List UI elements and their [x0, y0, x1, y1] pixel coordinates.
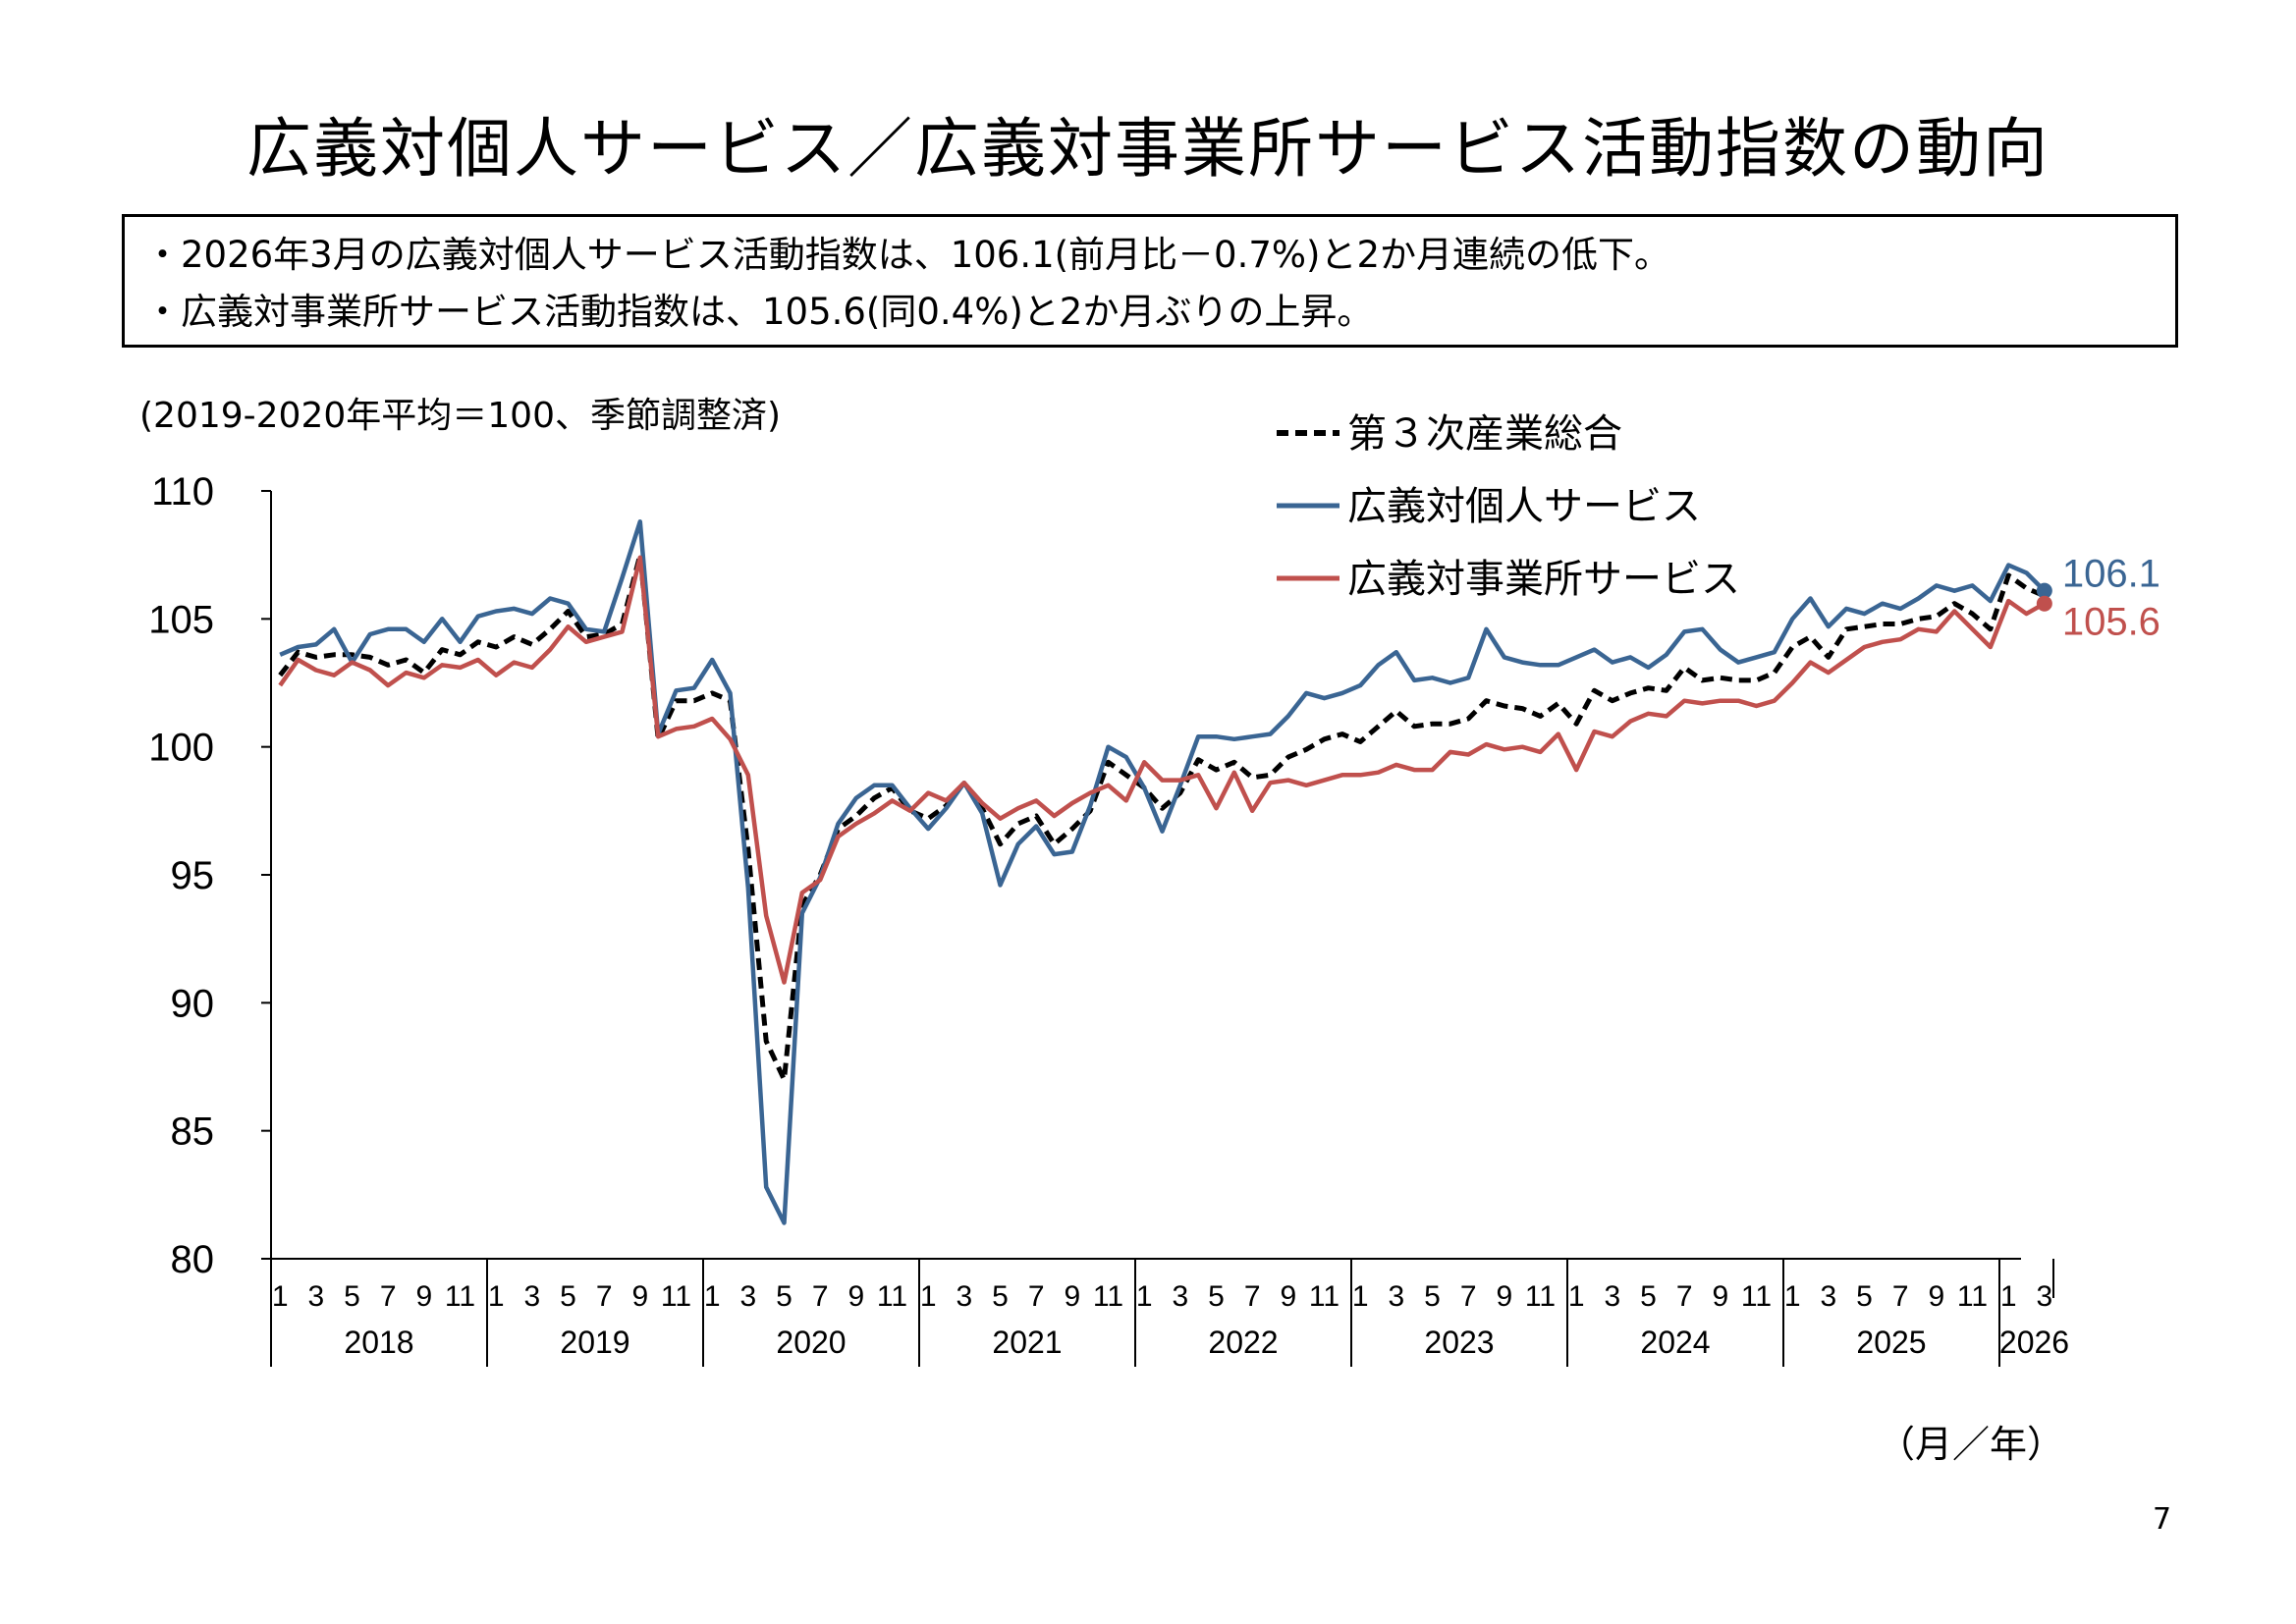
month-tick-label: 11 [877, 1280, 907, 1313]
x-axis-unit-label: （月／年） [1878, 1423, 2065, 1466]
year-label: 2024 [1640, 1325, 1710, 1360]
page-number: 7 [2153, 1502, 2172, 1537]
y-tick-label: 85 [171, 1110, 215, 1154]
month-tick-label: 9 [1928, 1280, 1944, 1313]
month-tick-label: 11 [1741, 1280, 1772, 1313]
series-line-2 [278, 555, 2046, 985]
month-tick-label: 3 [1820, 1280, 1836, 1313]
month-tick-label: 1 [1352, 1280, 1369, 1313]
year-label: 2020 [776, 1325, 846, 1360]
chart-subtitle: (2019-2020年平均＝100、季節調整済) [139, 396, 782, 436]
y-tick-label: 80 [171, 1238, 215, 1281]
month-tick-label: 9 [847, 1280, 864, 1313]
summary-box: ・2026年3月の広義対個人サービス活動指数は、106.1(前月比－0.7%)と… [122, 214, 2178, 348]
month-tick-label: 1 [2000, 1280, 2017, 1313]
year-label: 2022 [1208, 1325, 1278, 1360]
month-tick-label: 7 [1676, 1280, 1693, 1313]
month-tick-label: 9 [1280, 1280, 1296, 1313]
month-tick-label: 7 [1244, 1280, 1261, 1313]
y-tick-label: 110 [151, 470, 214, 514]
month-tick-label: 3 [523, 1280, 540, 1313]
month-tick-label: 3 [1388, 1280, 1404, 1313]
year-label: 2023 [1424, 1325, 1494, 1360]
summary-line-personal: ・2026年3月の広義対個人サービス活動指数は、106.1(前月比－0.7%)と… [144, 234, 1671, 276]
y-tick-label: 100 [148, 727, 214, 770]
month-tick-label: 5 [560, 1280, 576, 1313]
month-tick-label: 5 [1856, 1280, 1873, 1313]
end-value-label: 105.6 [2062, 601, 2160, 644]
month-tick-label: 5 [1424, 1280, 1441, 1313]
month-tick-label: 3 [307, 1280, 324, 1313]
legend-label: 第３次産業総合 [1347, 411, 1622, 457]
month-tick-label: 1 [1568, 1280, 1585, 1313]
month-tick-label: 7 [380, 1280, 397, 1313]
month-tick-label: 3 [1604, 1280, 1620, 1313]
end-value-label: 106.1 [2062, 553, 2160, 596]
year-label: 2018 [344, 1325, 413, 1360]
year-label: 2021 [992, 1325, 1062, 1360]
page-title: 広義対個人サービス／広義対事業所サービス活動指数の動向 [246, 111, 2050, 187]
month-tick-label: 1 [704, 1280, 721, 1313]
series-line-1 [279, 519, 2047, 1225]
month-tick-label: 11 [1093, 1280, 1123, 1313]
month-tick-label: 11 [1525, 1280, 1556, 1313]
month-tick-label: 11 [1309, 1280, 1339, 1313]
year-label: 2025 [1856, 1325, 1926, 1360]
month-tick-label: 5 [344, 1280, 360, 1313]
month-tick-label: 1 [272, 1280, 289, 1313]
month-tick-label: 11 [661, 1280, 691, 1313]
summary-line-business: ・広義対事業所サービス活動指数は、105.6(同0.4%)と2か月ぶりの上昇。 [144, 291, 1374, 333]
month-tick-label: 1 [920, 1280, 937, 1313]
y-tick-label: 95 [171, 854, 215, 897]
month-tick-label: 1 [1784, 1280, 1801, 1313]
month-tick-label: 3 [956, 1280, 972, 1313]
year-label: 2026 [1999, 1325, 2069, 1360]
month-tick-label: 9 [1712, 1280, 1728, 1313]
month-tick-label: 7 [596, 1280, 613, 1313]
legend-label: 広義対個人サービス [1347, 484, 1701, 529]
series-lines: 106.1 105.6 [278, 519, 2160, 1225]
y-tick-label: 90 [171, 982, 215, 1025]
month-tick-label: 1 [488, 1280, 505, 1313]
month-tick-label: 5 [992, 1280, 1009, 1313]
end-point-marker [2036, 582, 2052, 599]
month-tick-label: 3 [2036, 1280, 2052, 1313]
month-tick-label: 7 [1892, 1280, 1909, 1313]
month-tick-label: 3 [739, 1280, 756, 1313]
month-tick-label: 5 [1208, 1280, 1225, 1313]
year-label: 2019 [560, 1325, 629, 1360]
month-tick-label: 11 [445, 1280, 475, 1313]
month-tick-label: 5 [776, 1280, 793, 1313]
month-tick-label: 1 [1136, 1280, 1153, 1313]
month-tick-label: 9 [1064, 1280, 1080, 1313]
month-tick-label: 3 [1172, 1280, 1188, 1313]
month-tick-label: 7 [812, 1280, 829, 1313]
legend-label: 広義対事業所サービス [1347, 557, 1740, 602]
month-tick-label: 7 [1460, 1280, 1477, 1313]
month-tick-label: 7 [1028, 1280, 1045, 1313]
series-line-0 [278, 552, 2046, 1082]
month-tick-label: 11 [1957, 1280, 1988, 1313]
y-tick-label: 105 [148, 598, 214, 641]
end-point-marker [2036, 595, 2052, 612]
month-tick-label: 9 [415, 1280, 432, 1313]
month-tick-label: 9 [631, 1280, 648, 1313]
month-tick-label: 5 [1640, 1280, 1657, 1313]
month-tick-label: 9 [1496, 1280, 1512, 1313]
